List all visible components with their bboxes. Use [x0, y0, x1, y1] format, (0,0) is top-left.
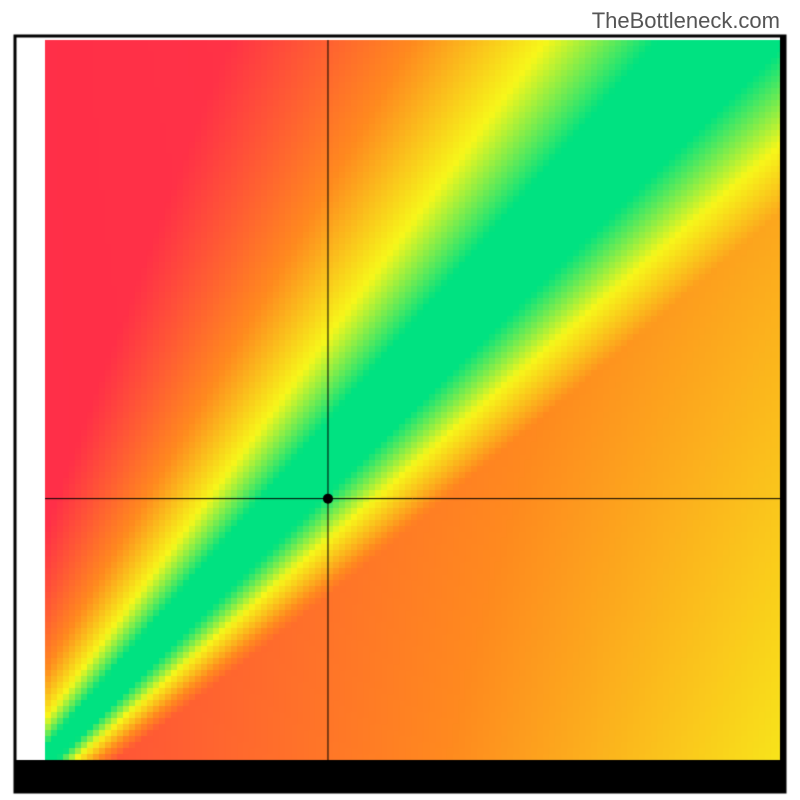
watermark-text: TheBottleneck.com — [592, 8, 780, 34]
chart-container: TheBottleneck.com — [0, 0, 800, 800]
bottleneck-heatmap — [0, 0, 800, 800]
